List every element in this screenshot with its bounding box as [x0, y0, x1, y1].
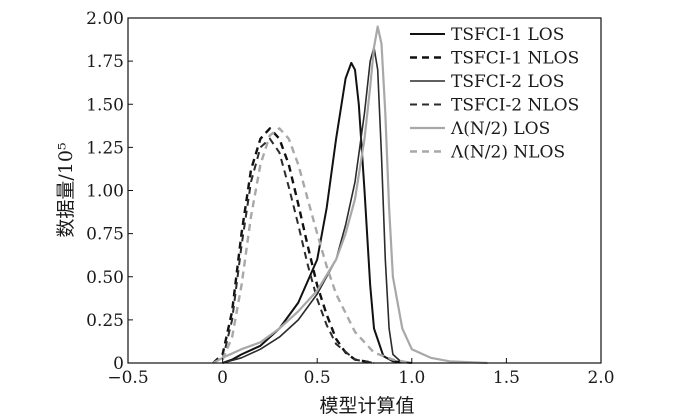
y-tick-label: 1.25 — [86, 138, 124, 158]
x-tick-label: 1.5 — [493, 368, 520, 388]
x-tick-label: 0.5 — [304, 368, 331, 388]
series-line-4 — [221, 137, 375, 364]
series-line-1 — [222, 61, 412, 364]
y-tick-label: 2.00 — [86, 9, 124, 29]
x-axis-ticks: −0.5 0 0.5 1.0 1.5 2.0 — [107, 358, 615, 388]
y-tick-label: 0 — [113, 354, 124, 374]
legend: TSFCI-1 LOS TSFCI-1 NLOS TSFCI-2 LOS TSFCI-… — [410, 25, 579, 163]
x-axis-label: 模型计算值 — [319, 395, 414, 417]
legend-label: TSFCI-2 NLOS — [451, 96, 579, 116]
x-tick-label: −0.5 — [107, 368, 148, 388]
legend-label: Λ(N/2) NLOS — [450, 143, 565, 163]
series-line-5 — [212, 25, 488, 365]
legend-label: TSFCI-2 LOS — [451, 72, 564, 92]
series-line-2 — [212, 127, 375, 365]
legend-label: TSFCI-1 NLOS — [451, 49, 579, 69]
series-lines — [212, 25, 488, 365]
y-tick-label: 0.50 — [86, 268, 124, 288]
y-tick-label: 0.75 — [86, 225, 124, 245]
series-line-3 — [222, 46, 403, 364]
y-tick-label: 1.00 — [86, 182, 124, 202]
legend-label: Λ(N/2) LOS — [450, 119, 550, 139]
y-tick-label: 1.50 — [86, 95, 124, 115]
x-tick-label: 1.0 — [398, 368, 425, 388]
y-axis-label: 数据量/10⁵ — [55, 142, 77, 237]
y-tick-label: 0.25 — [86, 311, 124, 331]
x-tick-label: 2.0 — [587, 368, 614, 388]
y-tick-label: 1.75 — [86, 52, 124, 72]
series-line-6 — [221, 127, 413, 365]
x-tick-label: 0 — [217, 368, 228, 388]
legend-label: TSFCI-1 LOS — [451, 25, 564, 45]
plot-area: −0.5 0 0.5 1.0 1.5 2.0 00.250.500.751.001.251… — [86, 9, 614, 388]
y-axis-ticks: 0 0.25 0.50 0.75 1.00 1.25 1.50 1.75 2.00 — [86, 9, 133, 374]
